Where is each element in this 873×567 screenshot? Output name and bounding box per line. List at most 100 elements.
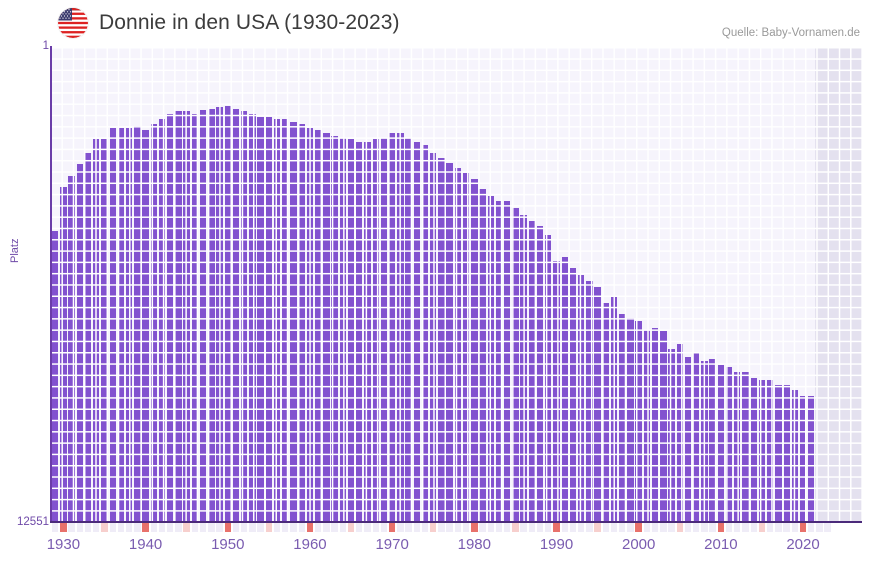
bar[interactable] xyxy=(553,261,560,522)
bar[interactable] xyxy=(454,168,462,522)
bar[interactable] xyxy=(339,138,347,522)
bar[interactable] xyxy=(109,128,116,522)
bar[interactable] xyxy=(397,133,404,522)
bar[interactable] xyxy=(388,133,396,522)
bar[interactable] xyxy=(76,164,84,522)
bar[interactable] xyxy=(290,122,297,522)
bar[interactable] xyxy=(314,130,322,522)
bar[interactable] xyxy=(438,158,445,522)
x-axis-tick-label: 1940 xyxy=(128,536,163,553)
bar[interactable] xyxy=(758,380,766,522)
bar[interactable] xyxy=(569,268,577,522)
bar[interactable] xyxy=(199,110,207,522)
bar[interactable] xyxy=(273,119,281,522)
bar[interactable] xyxy=(528,221,536,522)
bar[interactable] xyxy=(660,331,667,522)
bar[interactable] xyxy=(717,365,725,522)
bar[interactable] xyxy=(60,187,67,522)
x-axis-tick xyxy=(561,523,568,532)
bar[interactable] xyxy=(232,109,240,522)
bar[interactable] xyxy=(627,318,634,522)
bar[interactable] xyxy=(545,235,552,522)
bar[interactable] xyxy=(405,138,412,522)
bar[interactable] xyxy=(216,107,223,522)
bar[interactable] xyxy=(150,124,157,522)
bar[interactable] xyxy=(775,385,782,522)
bar[interactable] xyxy=(799,396,807,522)
bar[interactable] xyxy=(586,281,593,522)
bar[interactable] xyxy=(380,138,388,522)
bar[interactable] xyxy=(331,136,338,522)
bar[interactable] xyxy=(101,139,108,522)
bar[interactable] xyxy=(808,396,815,522)
bar[interactable] xyxy=(635,321,642,522)
bar[interactable] xyxy=(479,189,486,522)
bar[interactable] xyxy=(471,179,478,522)
bar[interactable] xyxy=(693,353,700,522)
bar[interactable] xyxy=(372,139,379,522)
bar[interactable] xyxy=(134,126,141,522)
bar[interactable] xyxy=(298,124,305,522)
bar[interactable] xyxy=(462,173,470,522)
bar[interactable] xyxy=(323,133,330,522)
bar[interactable] xyxy=(503,201,511,522)
bar[interactable] xyxy=(684,357,692,522)
bar[interactable] xyxy=(487,196,494,522)
bar[interactable] xyxy=(52,231,59,522)
bar[interactable] xyxy=(84,153,92,522)
bar[interactable] xyxy=(282,119,289,522)
x-axis-tick xyxy=(479,523,486,532)
bar[interactable] xyxy=(536,226,544,522)
bar[interactable] xyxy=(783,385,790,522)
bar[interactable] xyxy=(446,163,453,522)
bar[interactable] xyxy=(495,201,503,522)
bar[interactable] xyxy=(117,128,125,522)
bar[interactable] xyxy=(175,111,182,522)
x-axis-tick xyxy=(594,523,601,532)
bar[interactable] xyxy=(364,142,371,522)
bar[interactable] xyxy=(594,287,601,522)
bar[interactable] xyxy=(668,349,675,522)
bar[interactable] xyxy=(93,139,100,522)
bar[interactable] xyxy=(734,372,741,522)
bar[interactable] xyxy=(191,114,199,522)
bar[interactable] xyxy=(577,275,585,522)
bar[interactable] xyxy=(791,390,798,522)
x-axis-tick xyxy=(93,523,100,532)
bar[interactable] xyxy=(643,330,651,522)
bar[interactable] xyxy=(224,106,231,522)
bar[interactable] xyxy=(265,117,273,522)
bar[interactable] xyxy=(413,142,420,522)
bar[interactable] xyxy=(701,361,708,522)
bar[interactable] xyxy=(561,257,568,522)
bar[interactable] xyxy=(602,303,609,522)
bar[interactable] xyxy=(68,176,75,522)
bar[interactable] xyxy=(520,215,527,522)
bar[interactable] xyxy=(356,142,363,522)
bar[interactable] xyxy=(512,208,519,522)
bar[interactable] xyxy=(766,380,774,522)
bar[interactable] xyxy=(430,153,437,522)
bar[interactable] xyxy=(249,114,256,522)
bar[interactable] xyxy=(208,109,215,522)
bar[interactable] xyxy=(651,328,659,522)
bar[interactable] xyxy=(306,128,314,522)
x-axis-tick-label: 1980 xyxy=(457,536,491,553)
bar[interactable] xyxy=(347,139,355,522)
bar[interactable] xyxy=(709,359,716,522)
bar[interactable] xyxy=(750,378,757,522)
x-axis-tick xyxy=(331,523,338,532)
bar[interactable] xyxy=(241,111,248,522)
bar[interactable] xyxy=(257,117,264,522)
bar[interactable] xyxy=(619,314,626,522)
bar[interactable] xyxy=(610,296,618,522)
bar[interactable] xyxy=(421,145,429,522)
bar[interactable] xyxy=(742,372,749,522)
bar[interactable] xyxy=(183,111,190,522)
bar[interactable] xyxy=(142,130,149,522)
bar[interactable] xyxy=(167,114,174,522)
bar[interactable] xyxy=(725,367,733,522)
bar[interactable] xyxy=(158,119,166,522)
bar[interactable] xyxy=(125,128,133,522)
bar[interactable] xyxy=(676,344,683,522)
